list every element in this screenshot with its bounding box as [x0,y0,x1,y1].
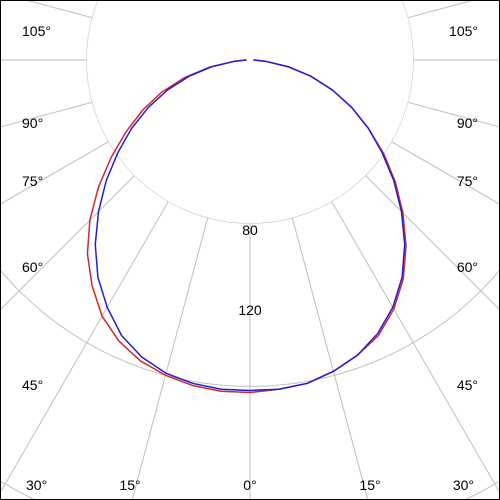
radial-label: 80 [242,222,258,238]
angle-label: 45° [457,377,478,393]
angle-label: 90° [22,115,43,131]
angle-label: 30° [453,477,474,493]
angle-label: 60° [457,259,478,275]
angle-label: 0° [243,477,256,493]
angle-label: 75° [22,173,43,189]
angle-label: 105° [449,23,478,39]
angle-label: 90° [457,115,478,131]
polar-chart: 30° 15° 0° 15° 30° 45° 45° 60° 60° 75° 75° 90° 90° 10… [0,0,500,500]
angle-label: 60° [22,259,43,275]
angle-label: 15° [119,477,140,493]
angle-label: 15° [359,477,380,493]
angle-label: 105° [22,23,51,39]
radial-label: 120 [238,302,262,318]
angle-label: 30° [26,477,47,493]
angle-label: 75° [457,173,478,189]
angle-label: 45° [22,377,43,393]
